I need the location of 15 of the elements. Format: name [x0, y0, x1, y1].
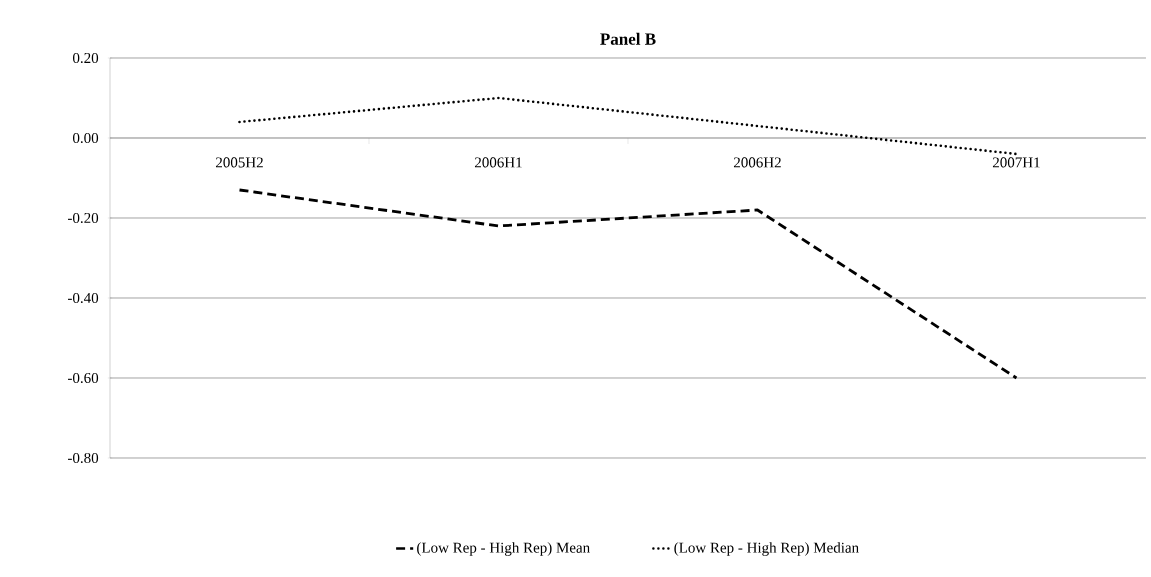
x-tick-label: 2006H2 [733, 157, 781, 168]
legend-label: (Low Rep - High Rep) Median [674, 542, 859, 556]
legend-label: (Low Rep - High Rep) Mean [417, 542, 590, 556]
y-tick-label: -0.40 [67, 292, 99, 304]
x-tick-label: 2005H2 [216, 157, 263, 168]
y-tick-label: 0.20 [72, 52, 99, 64]
line-series [238, 96, 1018, 156]
line-series [238, 188, 1018, 380]
x-tick-label: 2007H1 [992, 157, 1040, 168]
y-tick-label: 0.00 [72, 132, 99, 144]
y-tick-label: -0.20 [67, 212, 99, 224]
y-tick-label: -0.80 [67, 452, 99, 464]
x-tick-label: 2006H1 [474, 157, 522, 168]
y-tick-label: -0.60 [67, 372, 99, 384]
chart-title: Panel B [600, 32, 656, 45]
